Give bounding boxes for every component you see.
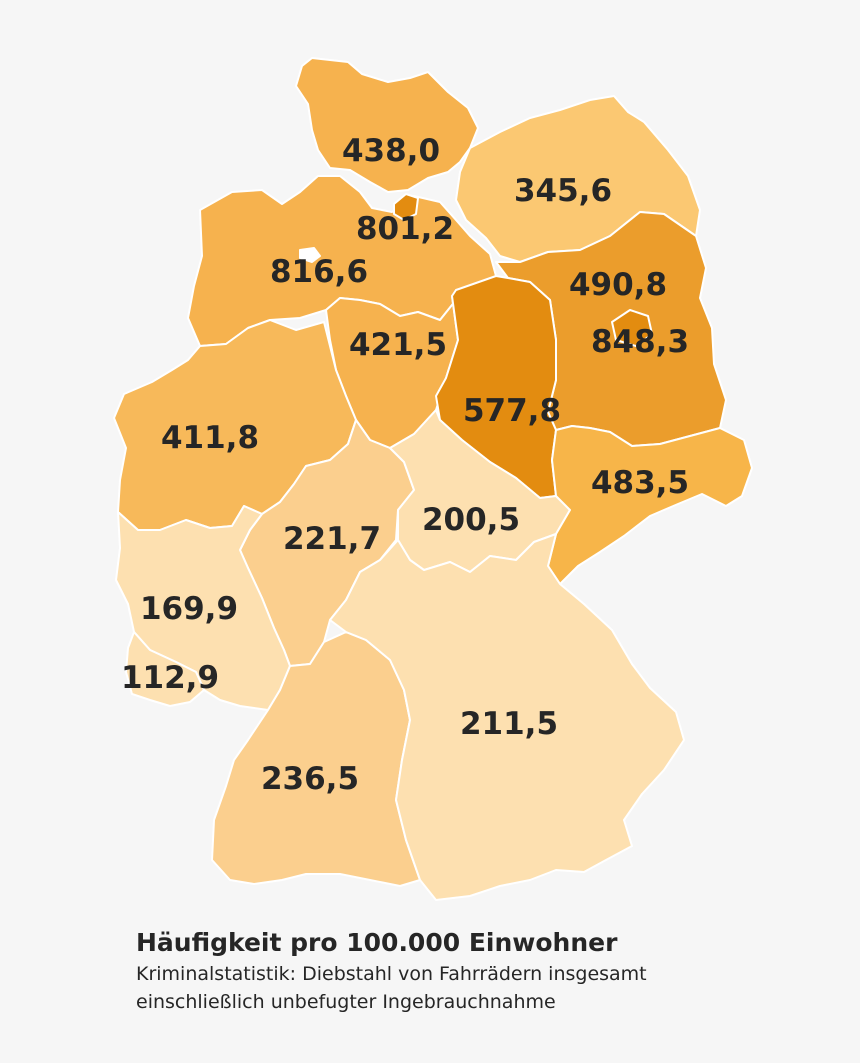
caption-title: Häufigkeit pro 100.000 Einwohner xyxy=(136,928,618,957)
value-label-thueringen: 200,5 xyxy=(422,502,520,538)
state-berlin xyxy=(611,309,653,347)
map-caption: Häufigkeit pro 100.000 Einwohner Krimina… xyxy=(136,926,836,1016)
value-label-nordrhein-westfalen: 411,8 xyxy=(161,420,259,456)
value-label-berlin: 848,3 xyxy=(591,324,689,360)
state-bremen xyxy=(299,247,321,263)
value-label-hessen: 221,7 xyxy=(283,521,381,557)
value-label-brandenburg: 490,8 xyxy=(569,267,667,303)
germany-map: 438,0 801,2 345,6 816,6 490,8 848,3 577,… xyxy=(113,57,753,901)
state-schleswig-holstein xyxy=(295,57,479,193)
value-label-mecklenburg-vorpommern: 345,6 xyxy=(514,173,612,209)
value-label-niedersachsen: 816,6 xyxy=(270,254,368,290)
caption-subtitle-line-1: Kriminalstatistik: Diebstahl von Fahrräd… xyxy=(136,963,647,985)
value-label-hamburg: 801,2 xyxy=(356,211,454,247)
value-label-rheinland-pfalz: 169,9 xyxy=(140,591,238,627)
state-bayern xyxy=(329,533,685,901)
state-sachsen xyxy=(547,425,753,585)
value-label-sachsen: 483,5 xyxy=(591,465,689,501)
value-label-baden-wuerttemberg: 236,5 xyxy=(261,761,359,797)
value-label-niedersachsen-sued: 421,5 xyxy=(349,327,447,363)
caption-subtitle-line-2: einschließlich unbefugter Ingebrauchnahm… xyxy=(136,991,556,1013)
value-label-bayern: 211,5 xyxy=(460,706,558,742)
state-hamburg xyxy=(393,193,419,221)
value-label-sachsen-anhalt: 577,8 xyxy=(463,393,561,429)
value-label-schleswig-holstein: 438,0 xyxy=(342,133,440,169)
value-label-saarland: 112,9 xyxy=(121,660,219,696)
state-saarland xyxy=(125,631,205,707)
